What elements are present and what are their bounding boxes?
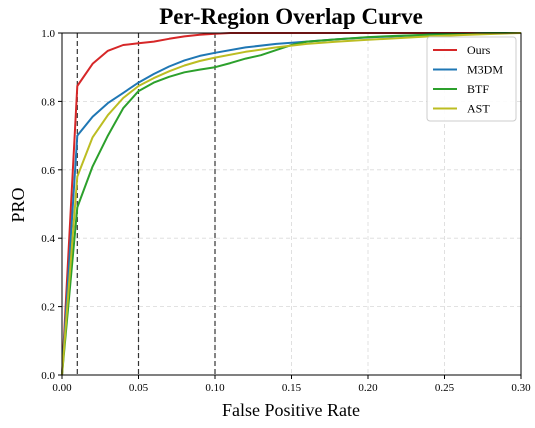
x-tick-label: 0.20 [358, 382, 378, 394]
y-tick-label: 0.0 [41, 370, 55, 382]
y-tick-label: 0.2 [41, 302, 55, 314]
legend: Ours M3DM BTF AST [426, 36, 517, 122]
x-tick-label: 0.10 [205, 382, 225, 394]
y-tick-label: 1.0 [41, 28, 55, 40]
x-tick-label: 0.25 [435, 382, 455, 394]
x-tick-label: 0.00 [52, 382, 72, 394]
legend-label: AST [467, 102, 490, 116]
legend-label: BTF [467, 82, 489, 96]
y-tick-label: 0.8 [41, 96, 55, 108]
legend-label: M3DM [467, 63, 503, 77]
series-line-btf [61, 32, 521, 376]
chart-title: Per-Region Overlap Curve [159, 4, 423, 29]
x-tick-label: 0.15 [282, 382, 302, 394]
series-line-ast [61, 32, 522, 376]
axis-ticks: 0.00 0.05 0.10 0.15 0.20 0.25 0.30 0.0 0.2 0.4 0.6… [41, 28, 531, 394]
x-tick-label: 0.30 [511, 382, 531, 394]
y-axis-label: PRO [8, 187, 28, 222]
y-tick-label: 0.6 [41, 165, 55, 177]
legend-label: Ours [467, 43, 491, 57]
y-tick-label: 0.4 [41, 233, 55, 245]
x-tick-label: 0.05 [129, 382, 149, 394]
x-axis-label: False Positive Rate [222, 400, 360, 420]
legend-box [426, 36, 517, 122]
